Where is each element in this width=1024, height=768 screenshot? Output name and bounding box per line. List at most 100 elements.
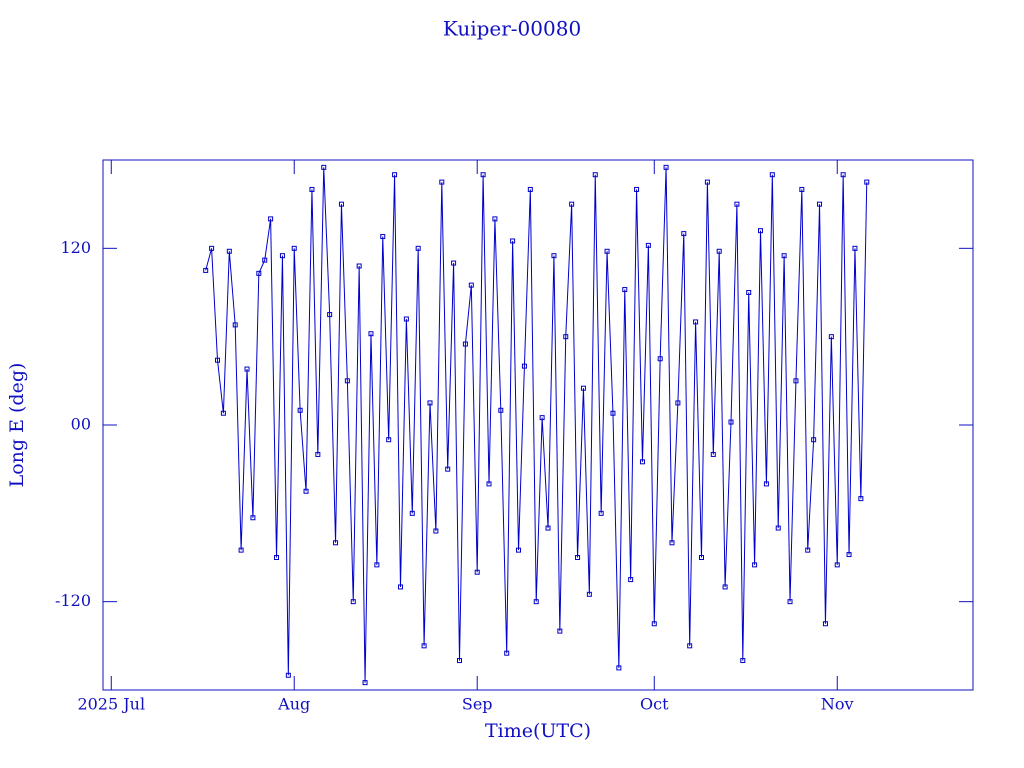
point (675, 400, 681, 406)
x-tick-label: Oct (640, 695, 669, 714)
point (657, 356, 663, 362)
point (315, 451, 321, 457)
point (775, 525, 781, 531)
point (604, 248, 610, 254)
point (321, 164, 327, 170)
point (386, 437, 392, 443)
point (698, 555, 704, 560)
point (262, 257, 268, 263)
point (297, 407, 303, 413)
point (333, 540, 339, 546)
point (828, 334, 834, 340)
point (350, 599, 356, 605)
point (256, 270, 262, 276)
x-axis-label: Time(UTC) (485, 720, 591, 742)
point (226, 248, 232, 254)
point (539, 415, 545, 421)
point (734, 201, 740, 207)
point (445, 466, 451, 472)
x-tick-label: Aug (277, 695, 310, 714)
point (203, 267, 209, 273)
point (787, 599, 793, 605)
point (746, 290, 752, 295)
point (817, 201, 823, 207)
point (527, 186, 533, 192)
point (498, 407, 504, 413)
point (628, 577, 634, 583)
point (846, 552, 852, 558)
point (344, 378, 350, 384)
point (569, 201, 575, 207)
point (580, 385, 586, 391)
point (439, 179, 445, 185)
point (551, 253, 557, 259)
point (563, 334, 569, 340)
point (669, 540, 675, 546)
point (504, 650, 510, 656)
x-tick-label: Nov (821, 695, 854, 714)
point (722, 584, 728, 590)
point (374, 562, 380, 568)
point (285, 672, 291, 678)
point (639, 459, 645, 465)
point (622, 287, 628, 293)
y-tick-label: 00 (71, 415, 91, 434)
point (327, 312, 333, 318)
point (291, 245, 297, 251)
point (645, 242, 651, 248)
point (610, 410, 616, 416)
point (238, 547, 244, 553)
point (409, 510, 415, 516)
point (250, 515, 256, 521)
y-tick-label: -120 (55, 591, 91, 610)
point (616, 665, 622, 671)
point (362, 680, 368, 686)
point (634, 186, 640, 192)
point (864, 179, 870, 185)
point (215, 357, 221, 363)
point (586, 591, 592, 597)
point (403, 316, 409, 322)
point (781, 253, 787, 259)
point (433, 528, 439, 534)
point (799, 186, 805, 192)
point (592, 172, 598, 178)
point (244, 366, 250, 372)
point (834, 562, 840, 568)
point (728, 419, 734, 425)
point (793, 378, 799, 384)
point (510, 238, 516, 244)
point (681, 231, 687, 237)
point (279, 253, 285, 259)
x-tick-label: Sep (462, 695, 493, 714)
point (309, 186, 315, 192)
point (811, 437, 817, 443)
point (545, 525, 551, 531)
point (557, 628, 563, 634)
point (474, 569, 480, 575)
point (693, 319, 699, 325)
series-line (205, 167, 868, 683)
point (232, 322, 238, 328)
point (303, 488, 309, 494)
point (468, 282, 474, 288)
point (651, 621, 657, 627)
point (704, 179, 710, 185)
point (758, 228, 764, 234)
point (462, 341, 468, 347)
point (598, 510, 604, 516)
point (805, 547, 811, 553)
point (421, 643, 427, 649)
point (533, 599, 539, 605)
point (858, 496, 864, 502)
point (769, 172, 775, 178)
point (209, 245, 215, 251)
point (338, 201, 344, 207)
point (752, 562, 758, 568)
point (822, 621, 828, 627)
point (492, 216, 498, 222)
point (380, 234, 386, 240)
point (840, 172, 846, 178)
